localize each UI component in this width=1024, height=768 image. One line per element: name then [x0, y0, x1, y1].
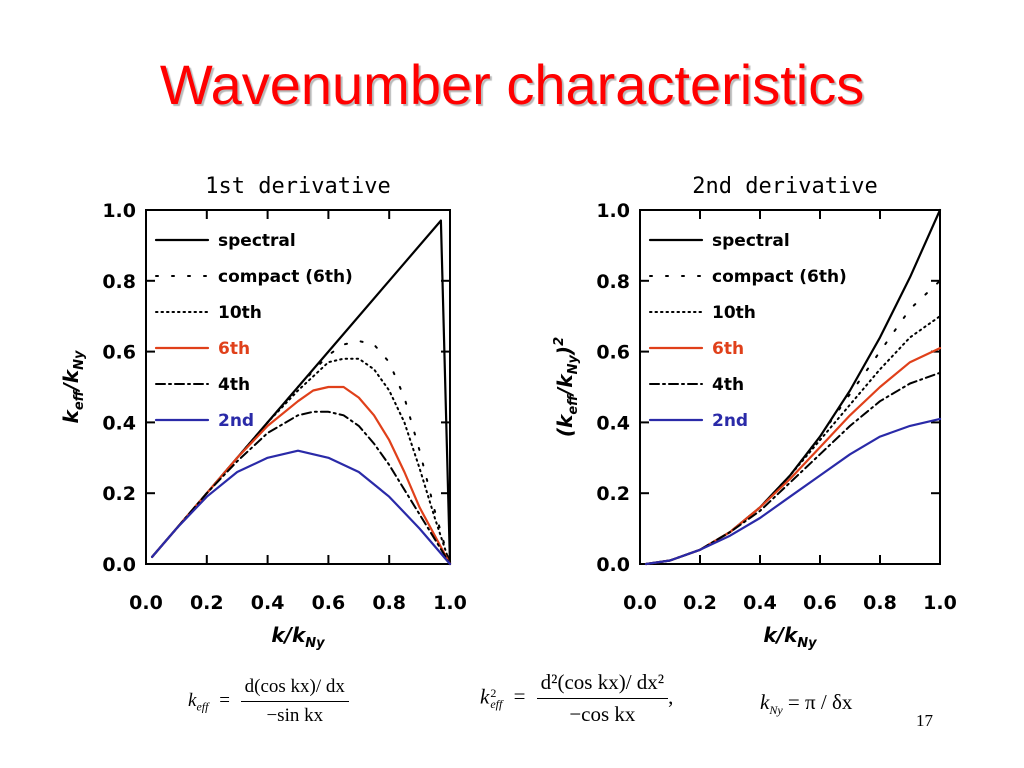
slide-title: Wavenumber characteristics	[159, 53, 865, 116]
formula-second-lhs-sub: eff	[490, 696, 503, 711]
legend-label: 10th	[218, 303, 262, 323]
y-tick-label: 0.6	[102, 342, 136, 364]
y-axis-label-main: k	[59, 408, 83, 423]
y-axis-label-tail: )	[553, 346, 577, 356]
formula-second-derivative: k 2 eff = d²(cos kx)/ dx² −cos kx ,	[480, 670, 674, 726]
x-tick-label: 0.0	[623, 592, 657, 614]
x-tick-label: 0.8	[863, 592, 897, 614]
x-tick-label: 0.2	[190, 592, 224, 614]
y-tick-label: 1.0	[596, 200, 630, 222]
formula-second-lhs-sup: 2	[490, 685, 497, 700]
formula-first-derivative: keff = d(cos kx)/ dx −sin kx	[188, 676, 349, 727]
x-tick-label: 0.4	[251, 592, 285, 614]
x-axis-label-sub: Ny	[305, 636, 325, 651]
legend-label: 2nd	[218, 411, 254, 431]
legend-label: compact (6th)	[712, 267, 847, 287]
formula-nyquist-lhs: k	[760, 690, 770, 714]
formula-first-denominator: −sin kx	[266, 705, 324, 726]
x-tick-label: 1.0	[433, 592, 467, 614]
series-line-10th	[151, 357, 451, 565]
formula-first-numerator: d(cos kx)/ dx	[240, 676, 349, 702]
formula-nyquist-lhs-sub: Ny	[769, 703, 783, 718]
formula-second-comma: ,	[668, 684, 674, 709]
series-line-compact-6th-	[645, 279, 941, 565]
formula-first-lhs: k	[188, 689, 197, 711]
series-line-2nd	[644, 417, 942, 566]
x-tick-label: 0.6	[803, 592, 837, 614]
legend-label: 6th	[712, 339, 744, 359]
y-axis-label-main: (k	[553, 413, 577, 437]
series-line-6th	[644, 347, 942, 566]
legend-label: 4th	[218, 375, 250, 395]
y-axis-label-sub2: Ny	[72, 350, 87, 370]
y-axis-label-mid: /k	[59, 368, 83, 392]
legend-label: spectral	[712, 231, 790, 251]
page-number: 17	[916, 711, 933, 730]
series-line-6th	[151, 385, 452, 566]
formula-nyquist: kNy = π / δx	[760, 690, 852, 718]
x-tick-label: 0.2	[683, 592, 717, 614]
legend-label: compact (6th)	[218, 267, 353, 287]
y-tick-label: 0.8	[596, 271, 630, 293]
x-axis-label: k/kNy	[763, 623, 817, 651]
plot-frame	[145, 209, 451, 565]
y-axis-label-sup: 2	[552, 337, 567, 346]
chart-second-derivative: 2nd derivative 0.0 0.2 0.4 0.6 0.8 1.0 0.0 0.2 0.…	[552, 174, 957, 651]
x-tick-label: 0.6	[312, 592, 346, 614]
series-line-4th	[645, 371, 941, 565]
series-line-spectral	[644, 208, 942, 566]
y-tick-label: 0.6	[596, 342, 630, 364]
x-tick-label: 0.4	[743, 592, 777, 614]
y-tick-label: 0.2	[596, 483, 630, 505]
formula-second-lhs: k	[480, 684, 490, 709]
series-line-compact-6th-	[151, 340, 451, 565]
y-tick-label: 0.0	[102, 554, 136, 576]
chart-title: 2nd derivative	[692, 174, 877, 199]
chart-title: 1st derivative	[205, 174, 390, 199]
x-axis-label-sub: Ny	[797, 636, 817, 651]
x-tick-label: 1.0	[923, 592, 957, 614]
series-line-2nd	[151, 449, 452, 566]
y-tick-label: 0.8	[102, 271, 136, 293]
legend-label: 2nd	[712, 411, 748, 431]
legend-label: 6th	[218, 339, 250, 359]
y-tick-label: 0.4	[102, 412, 136, 434]
series-line-10th	[645, 315, 941, 565]
formula-second-numerator: d²(cos kx)/ dx²	[536, 670, 669, 699]
y-tick-label: 0.4	[596, 412, 630, 434]
y-tick-label: 1.0	[102, 200, 136, 222]
plot-frame	[639, 209, 941, 565]
y-axis-label-sub1: eff	[72, 389, 87, 410]
legend-label: 4th	[712, 375, 744, 395]
formula-first-lhs-sub: eff	[196, 699, 209, 714]
x-tick-label: 0.8	[372, 592, 406, 614]
y-axis-label-sub2: Ny	[566, 355, 581, 375]
y-axis-label-sub1: eff	[566, 394, 581, 415]
x-axis-label: k/kNy	[271, 623, 325, 651]
formula-nyquist-rhs: = π / δx	[787, 690, 853, 714]
series-line-4th	[151, 410, 451, 565]
y-axis-label-mid: /k	[553, 373, 577, 397]
x-tick-label: 0.0	[129, 592, 163, 614]
legend-label: 10th	[712, 303, 756, 323]
legend-label: spectral	[218, 231, 296, 251]
formula-second-denominator: −cos kx	[569, 702, 636, 726]
y-tick-label: 0.0	[596, 554, 630, 576]
y-axis-label: (keff/kNy)2	[552, 337, 581, 437]
y-tick-label: 0.2	[102, 483, 136, 505]
chart-first-derivative: 1st derivative 0.0 0.2 0.4 0.6 0.8 1.0 0.0 0.2 0.…	[59, 174, 467, 651]
y-axis-label: keff/kNy	[59, 350, 87, 423]
